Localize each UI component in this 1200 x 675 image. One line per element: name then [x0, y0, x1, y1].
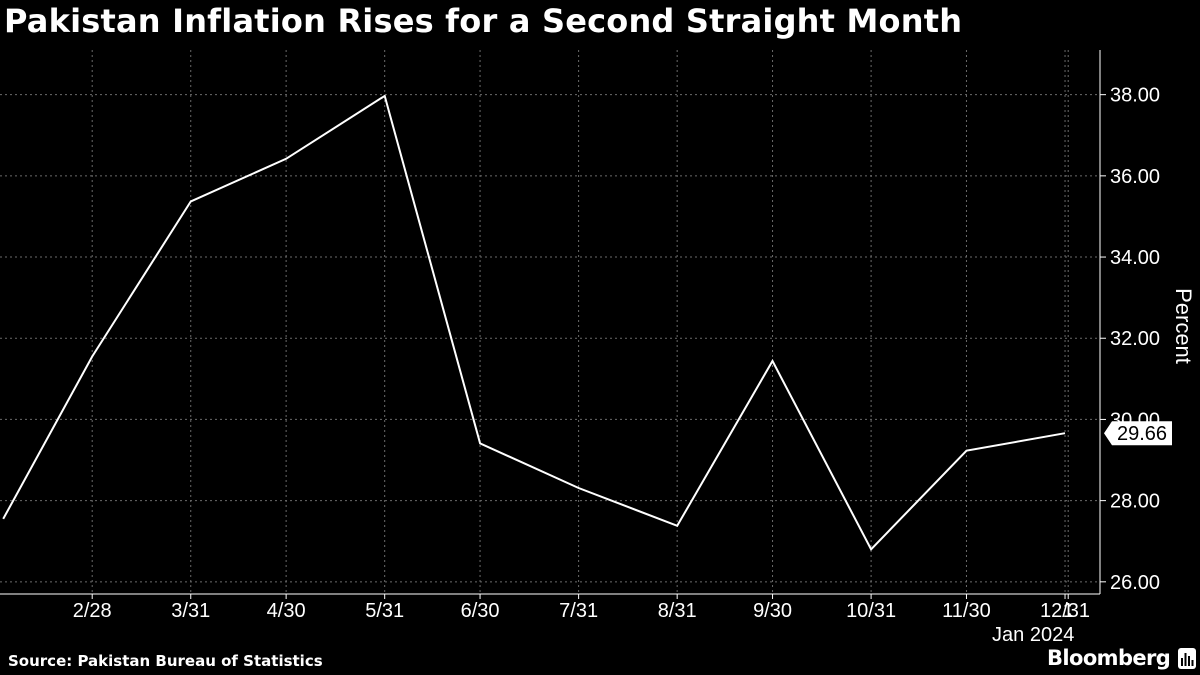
x-tick-label: 10/31 [846, 600, 896, 622]
y-tick-label: 28.00 [1110, 491, 1160, 513]
series-line [2, 94, 1066, 551]
x-tick-label: 3/31 [171, 600, 210, 622]
y-tick-label: 26.00 [1110, 572, 1160, 594]
last-value-callout [1104, 421, 1172, 446]
x-tick-label: 1 [1063, 600, 1074, 622]
x-tick-label: 11/30 [942, 600, 991, 622]
source-note: Source: Pakistan Bureau of Statistics [8, 652, 323, 670]
y-tick-label: 32.00 [1110, 328, 1160, 350]
x-tick-label: 9/30 [753, 600, 792, 622]
y-tick-label: 36.00 [1110, 166, 1160, 188]
y-tick-label: 34.00 [1110, 247, 1160, 269]
x-tick-label: 7/31 [559, 600, 598, 622]
brand-logo: Bloomberg [1047, 646, 1171, 670]
series-layer [2, 94, 1066, 551]
x-tick-label: 12/31 [1040, 600, 1090, 622]
axis-layer [0, 50, 1106, 599]
x-year-label: Jan 2024 [992, 624, 1074, 646]
grid-layer [0, 50, 1100, 594]
bloomberg-chart-icon [1178, 648, 1196, 669]
x-tick-label: 2/28 [73, 600, 112, 622]
x-tick-label: 5/31 [365, 600, 404, 622]
last-value-label: 29.66 [1117, 423, 1167, 445]
chart-title: Pakistan Inflation Rises for a Second St… [4, 2, 963, 40]
y-axis-label: Percent [1171, 288, 1196, 364]
x-tick-label: 8/31 [658, 600, 697, 622]
x-tick-label: 6/30 [461, 600, 500, 622]
x-tick-label: 4/30 [267, 600, 306, 622]
y-tick-label: 38.00 [1110, 85, 1160, 107]
